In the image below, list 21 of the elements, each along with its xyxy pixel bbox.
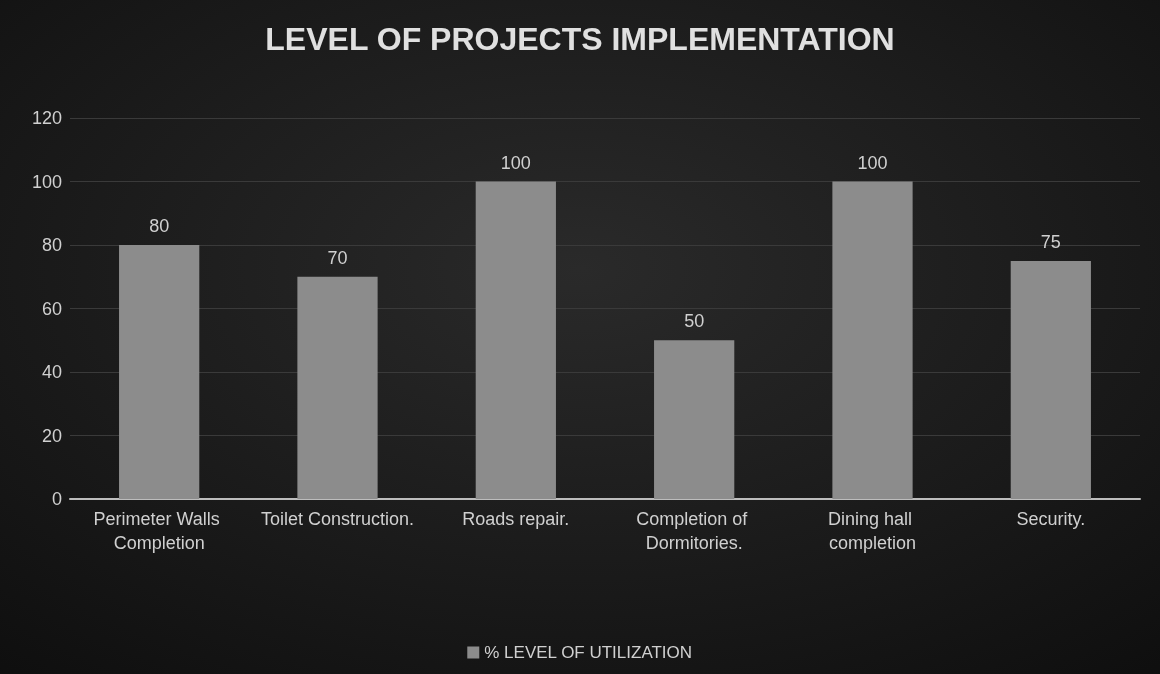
- data-label: 75: [1040, 231, 1061, 252]
- data-label: 100: [500, 152, 531, 173]
- data-label: 80: [149, 216, 170, 236]
- y-tick-label: 60: [41, 298, 62, 319]
- y-tick-label: 80: [41, 235, 62, 255]
- y-tick-label: 120: [31, 108, 62, 128]
- x-tick-label: Dining hall completion: [827, 509, 918, 553]
- y-tick-label: 100: [31, 171, 62, 192]
- x-tick-label: Toilet Construction.: [260, 509, 415, 529]
- data-label: 100: [857, 152, 888, 173]
- y-tick-label: 0: [51, 489, 62, 509]
- y-tick-label: 40: [41, 362, 62, 382]
- chart-title: LEVEL OF PROJECTS IMPLEMENTATION: [265, 21, 895, 57]
- y-tick-label: 20: [41, 425, 62, 446]
- x-tick-label: Security.: [1016, 509, 1086, 529]
- legend-label: % LEVEL OF UTILIZATION: [484, 643, 693, 662]
- data-label: 70: [327, 247, 348, 268]
- x-tick-label: Roads repair.: [462, 509, 570, 529]
- x-tick-label: Completion of Dormitories.: [636, 509, 753, 553]
- x-tick-label: Perimeter Walls Completion: [93, 509, 225, 553]
- data-label: 50: [684, 311, 705, 332]
